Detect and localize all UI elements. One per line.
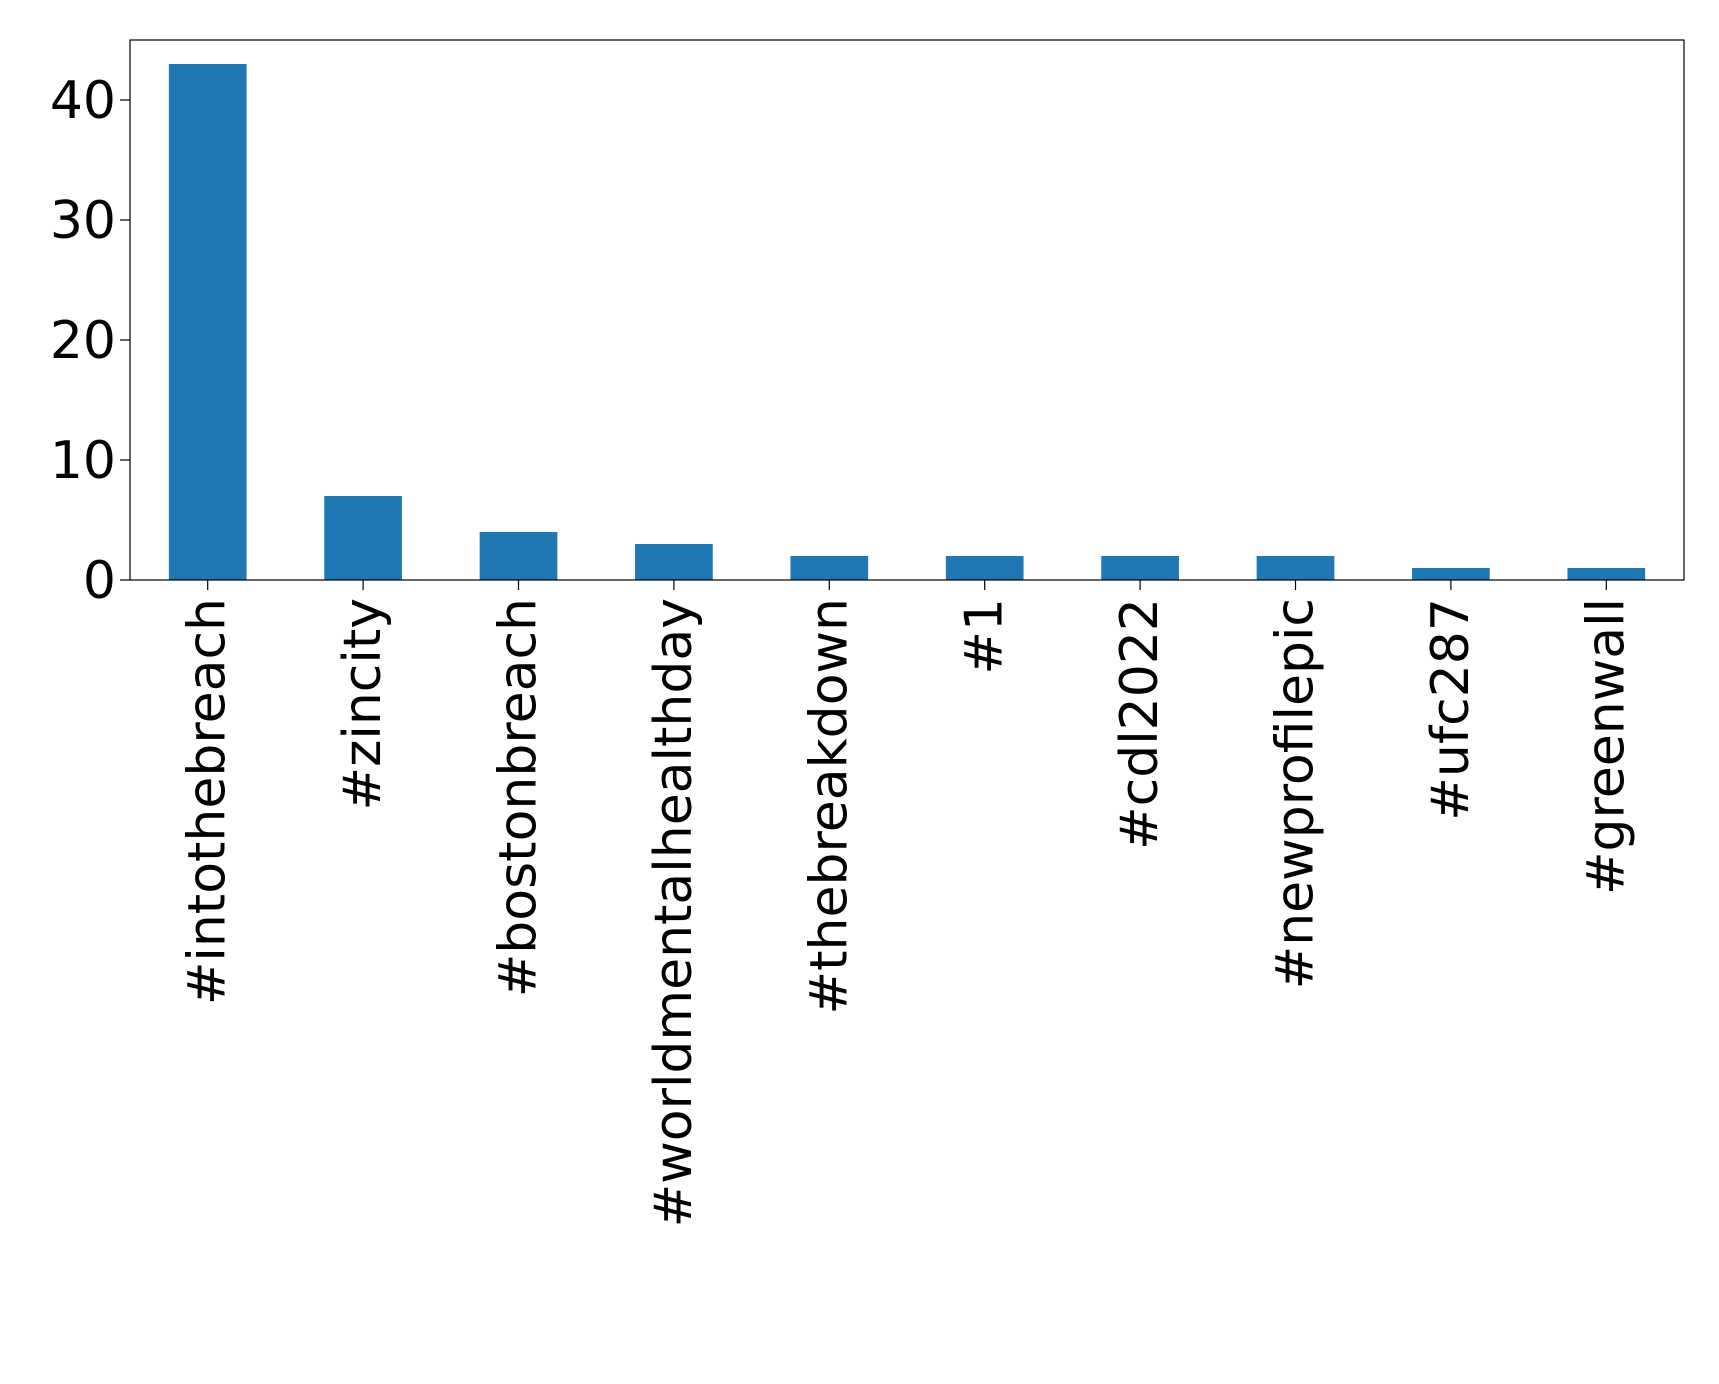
labels-layer: 0 10 20 30 40 #intothebreach #zincity #bostonbr… <box>50 71 1636 1227</box>
y-tick-label-1: 10 <box>50 431 116 491</box>
x-tick-label-5: #1 <box>955 598 1015 675</box>
bar-6 <box>1101 556 1179 580</box>
x-tick-label-2: #bostonbreach <box>489 598 549 997</box>
y-tick-label-4: 40 <box>50 71 116 131</box>
x-tick-label-3: #worldmentalhealthday <box>644 598 704 1227</box>
x-tick-label-1: #zincity <box>333 598 393 810</box>
x-tick-label-6: #cdl2022 <box>1110 598 1170 850</box>
x-tick-label-9: #greenwall <box>1576 598 1636 895</box>
y-tick-label-2: 20 <box>50 311 116 371</box>
bar-0 <box>168 64 247 580</box>
x-tick-label-7: #newprofilepic <box>1266 598 1326 989</box>
axes-layer <box>120 39 1685 590</box>
x-tick-label-4: #thebreakdown <box>799 598 859 1014</box>
y-tick-label-0: 0 <box>83 551 116 611</box>
bars-layer <box>168 64 1646 580</box>
bar-7 <box>1256 556 1335 580</box>
bar-2 <box>479 532 558 580</box>
bar-3 <box>635 544 713 580</box>
bar-5 <box>945 556 1024 580</box>
plot-frame <box>129 39 1685 581</box>
bar-4 <box>790 556 869 580</box>
x-tick-label-0: #intothebreach <box>178 598 238 1005</box>
x-tick-label-8: #ufc287 <box>1421 598 1481 821</box>
bar-1 <box>324 496 402 580</box>
y-tick-label-3: 30 <box>50 191 116 251</box>
bar-8 <box>1412 568 1490 580</box>
bar-9 <box>1567 568 1646 580</box>
